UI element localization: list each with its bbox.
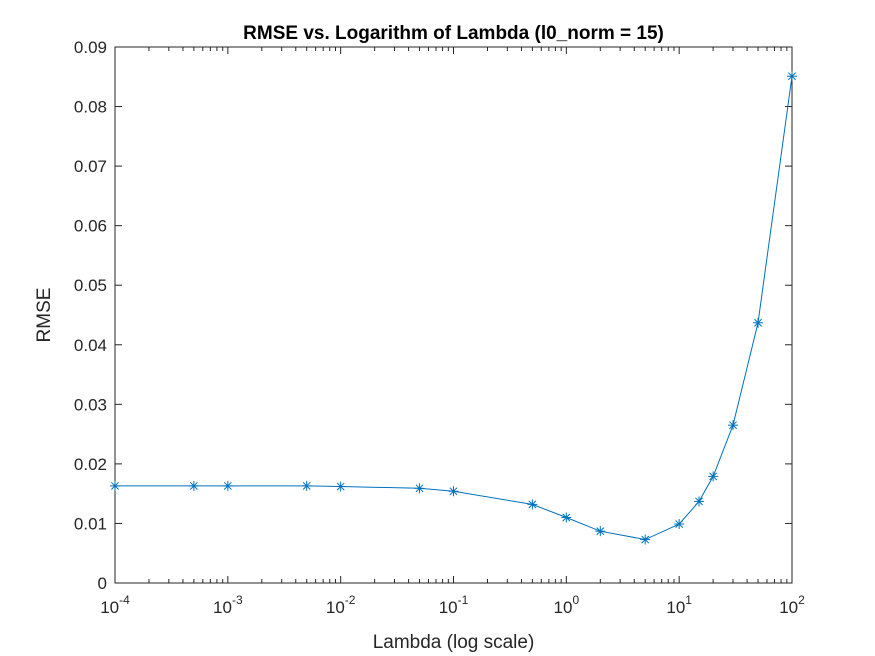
chart-title: RMSE vs. Logarithm of Lambda (l0_norm = … — [243, 23, 664, 44]
x-tick-label: 101 — [666, 593, 692, 617]
x-tick-label: 10-2 — [326, 593, 356, 617]
x-tick-base: 10 — [779, 598, 798, 617]
y-tick-label: 0.07 — [74, 157, 107, 176]
y-tick-label: 0.01 — [74, 514, 107, 533]
x-tick-base: 10 — [326, 598, 345, 617]
x-tick-base: 10 — [213, 598, 232, 617]
x-tick-base: 10 — [439, 598, 458, 617]
data-point-marker — [708, 471, 719, 482]
x-tick-base: 10 — [554, 598, 573, 617]
data-point-marker — [188, 480, 199, 491]
x-tick-base: 10 — [666, 598, 685, 617]
data-point-marker — [595, 526, 606, 537]
x-axis-label: Lambda (log scale) — [373, 632, 535, 653]
x-tick-label: 102 — [779, 593, 805, 617]
y-tick-label: 0.03 — [74, 395, 107, 414]
data-point-marker — [787, 71, 797, 82]
data-series — [110, 71, 797, 545]
y-tick-label: 0.04 — [74, 336, 107, 355]
y-tick-label: 0.09 — [74, 38, 107, 57]
axis-ticks: 00.010.020.030.040.050.060.070.080.0910-… — [74, 38, 805, 617]
y-tick-label: 0.02 — [74, 455, 107, 474]
x-tick-exponent: -2 — [345, 593, 356, 607]
x-tick-exponent: -4 — [119, 593, 130, 607]
x-tick-exponent: 1 — [685, 593, 692, 607]
data-point-marker — [753, 317, 764, 328]
x-tick-label: 10-4 — [100, 593, 130, 617]
data-point-marker — [674, 519, 685, 530]
x-tick-label: 10-3 — [213, 593, 243, 617]
x-tick-exponent: -3 — [232, 593, 243, 607]
data-point-marker — [222, 480, 233, 491]
data-point-marker — [728, 420, 739, 431]
plot-area — [114, 46, 793, 584]
data-point-marker — [527, 499, 538, 510]
data-point-marker — [301, 480, 312, 491]
data-point-marker — [448, 486, 459, 497]
data-point-marker — [561, 512, 572, 523]
data-point-marker — [335, 481, 346, 492]
x-tick-label: 10-1 — [439, 593, 469, 617]
y-tick-label: 0 — [98, 574, 107, 593]
y-tick-label: 0.08 — [74, 98, 107, 117]
data-point-marker — [414, 483, 425, 494]
x-tick-exponent: -1 — [458, 593, 469, 607]
x-tick-exponent: 2 — [798, 593, 805, 607]
x-tick-exponent: 0 — [572, 593, 579, 607]
y-axis-label: RMSE — [34, 288, 55, 343]
x-tick-base: 10 — [100, 598, 119, 617]
data-point-marker — [110, 480, 120, 491]
data-point-marker — [694, 496, 705, 507]
x-tick-label: 100 — [554, 593, 580, 617]
data-point-marker — [640, 534, 651, 545]
y-tick-label: 0.06 — [74, 217, 107, 236]
y-tick-label: 0.05 — [74, 276, 107, 295]
